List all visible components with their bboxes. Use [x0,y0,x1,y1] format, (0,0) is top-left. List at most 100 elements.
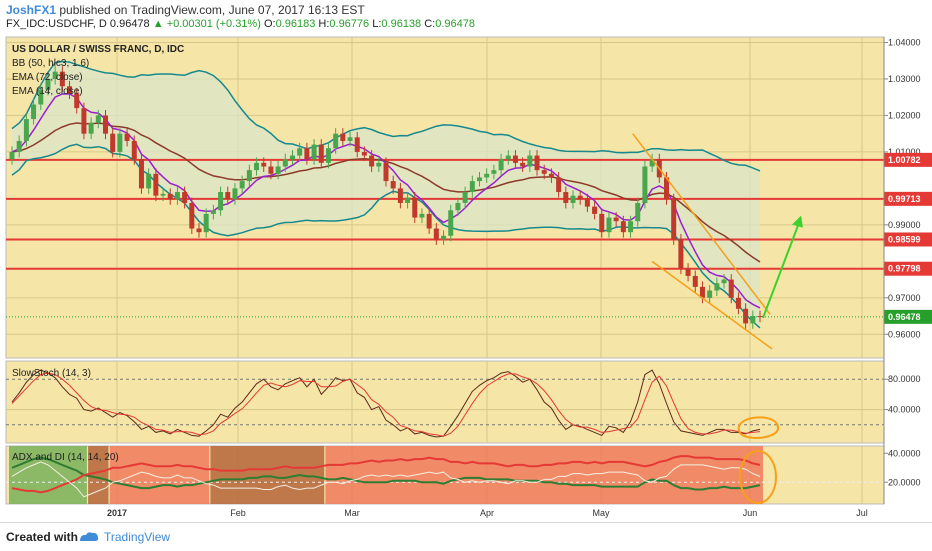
candle-body [671,199,677,240]
candle-body [290,155,295,160]
stoch-line [11,369,761,438]
chart-area[interactable]: 2017 Feb Mar Apr May Jun Jul 1.04000 1.03000 1.02… [0,34,932,522]
x-tick-label: Jun [743,508,758,518]
candle-body [340,133,346,141]
bullish-arrow [762,217,802,319]
stoch-y-tick-label: 80.0000 [888,374,921,384]
candle-body [649,159,655,167]
adx-di-line [11,455,761,494]
candle-body [412,197,418,218]
candle-body [153,173,159,196]
candle-body [491,170,497,174]
candle-body [31,104,37,120]
low-value: 0.96138 [381,18,422,30]
main-chart-title: US DOLLAR / SWISS FRANC, D, IDC [12,44,184,55]
candle-body [16,140,22,152]
candle-body [534,155,540,171]
x-tick-label: Apr [480,508,494,518]
low-label: L: [372,18,382,30]
candle-body [59,71,65,87]
adx-regime-bg [109,446,210,504]
stoch-line [11,372,761,437]
candle-body [67,86,73,94]
candle-body [189,202,195,229]
candle-body [376,162,382,167]
candle-body [635,202,641,222]
price-tag [884,261,932,276]
tradingview-logo-icon [79,532,99,541]
candle-body [282,159,288,167]
candle-body [38,89,44,105]
candle-body [433,228,439,240]
candle-body [419,213,425,218]
candle-body [95,115,101,123]
last-price: 0.96478 [109,18,150,30]
up-triangle-icon: ▲ [152,18,164,30]
candle-body [160,193,166,196]
price-tag-label: 0.97798 [888,264,921,274]
candle-body [628,221,634,233]
candle-body [103,115,108,134]
ohlc-line: FX_IDC:USDCHF, D 0.96478 ▲ +0.00301 (+0.… [6,18,475,30]
candle-body [225,192,231,200]
candle-body [584,199,590,207]
price-tag-label: 0.96478 [888,312,921,322]
candle-body [426,213,432,229]
candle-body [254,162,260,171]
adx-highlight-circle [739,450,777,504]
candle-body [484,173,490,178]
y-tick-label: 0.97000 [888,293,921,303]
candle-body [232,188,238,200]
candle-body [642,166,648,203]
adx-regime-bg [210,446,325,504]
candle-body [325,148,331,163]
adx-y-tick-label: 20.0000 [888,477,921,487]
publish-info: published on TradingView.com, June 07, 2… [59,3,365,17]
candle-body [304,148,310,160]
candle-body [714,283,720,291]
adx-regime-bg [9,446,87,504]
candle-body [505,155,511,160]
candle-body [318,144,324,163]
y-tick-label: 0.99000 [888,220,921,230]
candle-body [405,197,411,203]
x-tick-label: Jul [856,508,868,518]
candle-body [45,78,51,90]
candle-body [462,192,468,203]
y-tick-label: 1.03000 [888,74,921,84]
candle-body [707,290,713,298]
candle-body [563,192,569,203]
candle-body [390,181,396,189]
candle-body [196,228,202,233]
candle-body [117,133,123,152]
candle-body [512,155,518,163]
candle-body [52,71,58,79]
x-tick-label: Mar [344,508,360,518]
candle-body [354,137,360,152]
chart-header: JoshFX1 published on TradingView.com, Ju… [0,0,932,34]
bollinger-lower [11,143,761,329]
candle-body [138,159,144,189]
candle-body [297,148,303,156]
candle-body [455,202,461,211]
author-name[interactable]: JoshFX1 [6,3,57,17]
candle-body [347,137,353,141]
candle-body [599,213,605,233]
arrow-head-icon [792,215,803,228]
candle-body [527,155,533,167]
candle-body [692,275,698,287]
tradingview-brand[interactable]: TradingView [104,530,171,544]
price-tag [884,191,932,206]
price-tag [884,309,932,324]
candle-body [750,316,756,324]
candle-body [441,235,447,240]
candle-body [110,133,116,152]
indicator-legend: EMA (14, close) [12,86,83,97]
candle-body [167,193,173,200]
candle-body [218,192,224,211]
price-tag-label: 1.00782 [888,155,921,165]
candle-body [131,140,137,160]
adx-regime-bg [88,446,109,504]
stoch-highlight-circle [737,416,780,439]
x-tick-label: 2017 [107,508,127,518]
